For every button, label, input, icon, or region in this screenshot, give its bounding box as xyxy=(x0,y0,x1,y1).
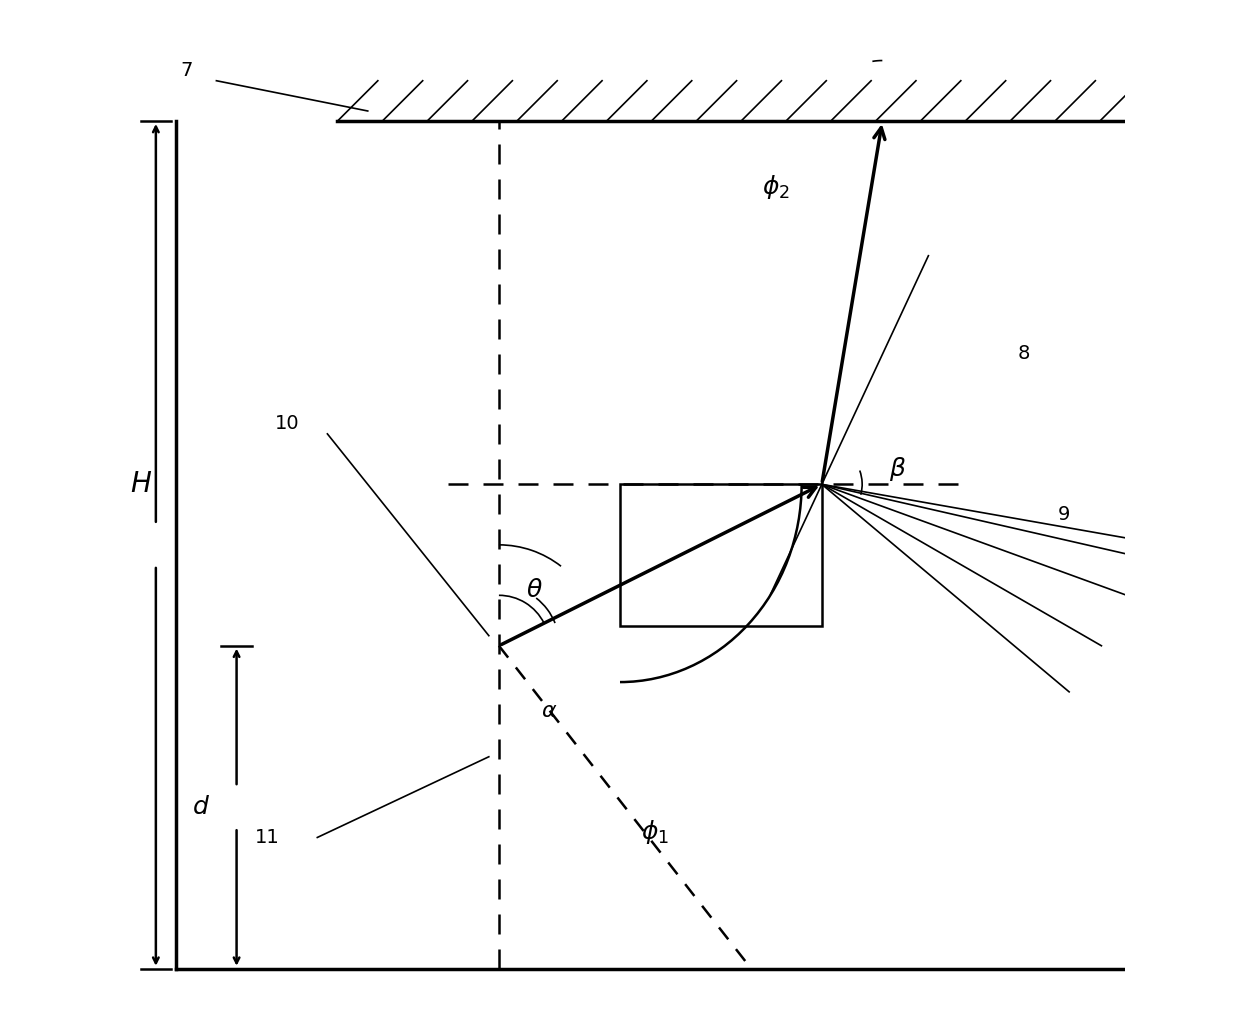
Bar xyxy=(620,484,822,626)
Text: 9: 9 xyxy=(1058,506,1070,524)
Text: $\phi_2$: $\phi_2$ xyxy=(763,173,790,201)
Text: 7: 7 xyxy=(180,62,192,80)
Text: $\phi_1$: $\phi_1$ xyxy=(641,818,670,847)
Text: $\alpha$: $\alpha$ xyxy=(541,701,558,721)
Text: 8: 8 xyxy=(1017,344,1029,362)
Text: 11: 11 xyxy=(254,828,279,847)
Text: $d$: $d$ xyxy=(192,795,211,819)
Text: $\theta$: $\theta$ xyxy=(526,578,543,602)
Text: $H$: $H$ xyxy=(130,470,151,498)
Text: $\beta$: $\beta$ xyxy=(889,455,906,483)
Text: 10: 10 xyxy=(275,415,299,433)
